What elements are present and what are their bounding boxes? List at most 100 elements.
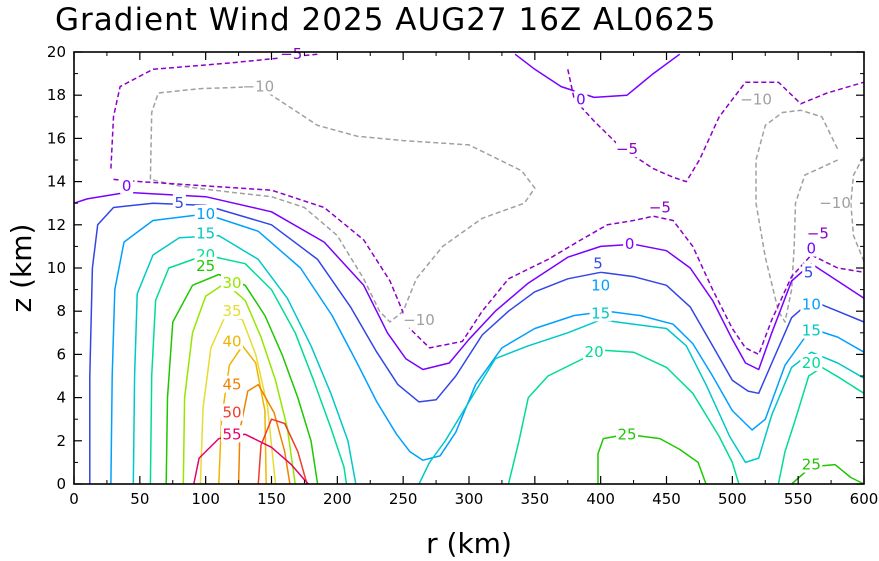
contour-line [567, 69, 865, 183]
x-tick-label: 550 [784, 490, 813, 508]
contour-line [193, 433, 309, 485]
contour-label: 5 [804, 263, 814, 281]
y-tick-label: 16 [47, 129, 66, 147]
contour-label-background [591, 254, 605, 272]
contour-label: 35 [222, 302, 241, 320]
contour-label: 50 [222, 404, 241, 422]
y-tick-label: 10 [47, 259, 66, 277]
contour-line [149, 254, 348, 485]
x-tick-label: 250 [389, 490, 418, 508]
chart-title: Gradient Wind 2025 AUG27 16Z AL0625 [55, 2, 716, 38]
x-axis-ticks: 0 50 100 150 200 250 300 350 400 450 500 550 600 [69, 52, 878, 508]
contour-label: −10 [819, 194, 851, 212]
contour-label-background [800, 295, 823, 313]
y-tick-label: 12 [47, 216, 66, 234]
contour-label: 0 [625, 235, 635, 253]
x-tick-label: 500 [718, 490, 747, 508]
contour-label: 10 [802, 296, 821, 314]
contour-label-background [221, 375, 243, 393]
contour-line [597, 433, 707, 485]
contour-label-background [194, 256, 217, 274]
contour-label: 20 [585, 343, 604, 361]
x-tick-label: 0 [69, 490, 79, 508]
contour-line [777, 366, 865, 485]
contour-label-background [819, 194, 851, 212]
contour-label-background [800, 354, 823, 372]
contour-label: −10 [403, 311, 435, 329]
contour-label-background [242, 77, 274, 95]
contour-label: 25 [617, 425, 636, 443]
contour-label-background [120, 176, 134, 194]
contour-line [755, 109, 839, 323]
contour-label: 0 [122, 177, 132, 195]
contour-lines [73, 53, 865, 485]
contour-label: −5 [616, 140, 638, 158]
x-tick-label: 300 [455, 490, 484, 508]
x-axis-label: r (km) [426, 527, 512, 560]
contour-label-background [648, 198, 671, 216]
contour-label: 15 [802, 322, 821, 340]
y-tick-label: 0 [56, 475, 66, 493]
contour-label-background [616, 140, 638, 158]
contour-line [514, 53, 681, 99]
x-tick-label: 150 [257, 490, 286, 508]
contour-label-background [221, 425, 243, 443]
contour-label: 5 [593, 255, 603, 273]
contour-label-background [221, 274, 243, 292]
contour-label: −10 [740, 91, 772, 109]
contour-label: 15 [591, 304, 610, 322]
contour-label-background [616, 425, 638, 443]
contour-label-background [280, 45, 303, 63]
contour-line [418, 319, 865, 485]
x-tick-label: 100 [191, 490, 220, 508]
contour-line [507, 349, 740, 485]
contour-label-background [221, 403, 243, 421]
x-tick-label: 450 [652, 490, 681, 508]
y-tick-label: 6 [56, 345, 66, 363]
x-tick-label: 350 [521, 490, 550, 508]
y-tick-label: 20 [47, 43, 66, 61]
contour-line [182, 282, 296, 485]
contour-label: −5 [280, 45, 302, 63]
contour-label-background [802, 263, 816, 281]
contour-label: 5 [175, 194, 185, 212]
contour-label: 20 [802, 354, 821, 372]
y-tick-label: 4 [56, 389, 66, 407]
contour-label-background [623, 235, 637, 253]
contour-label: 0 [807, 240, 817, 258]
contour-line [113, 178, 865, 356]
contour-line [149, 85, 536, 323]
y-tick-label: 14 [47, 173, 66, 191]
x-tick-label: 200 [323, 490, 352, 508]
contour-label: 10 [591, 276, 610, 294]
contour-label: 45 [222, 376, 241, 394]
contour-line [73, 191, 865, 371]
contour-line [132, 234, 357, 485]
contour-line [850, 155, 865, 262]
contour-label-background [403, 310, 435, 328]
x-tick-label: 400 [586, 490, 615, 508]
contour-label-background [804, 239, 818, 257]
y-tick-label: 8 [56, 302, 66, 320]
contour-label: −10 [243, 78, 275, 96]
contour-line [257, 418, 308, 485]
contour-label-background [172, 194, 186, 212]
contour-label: −5 [807, 224, 829, 242]
contour-label: 25 [196, 257, 215, 275]
contour-line [110, 53, 318, 169]
contour-line [165, 273, 319, 485]
contour-label: 10 [196, 205, 215, 223]
contour-label: 25 [802, 456, 821, 474]
contour-label: 15 [196, 224, 215, 242]
contour-label-background [221, 332, 243, 350]
contour-label-background [589, 304, 612, 322]
contour-label-background [574, 90, 588, 108]
contour-label-background [221, 302, 243, 320]
contour-label-background [740, 90, 772, 108]
contour-label: 55 [222, 425, 241, 443]
contour-label-background [194, 205, 217, 222]
contour-label-background [589, 276, 612, 294]
contour-label: 0 [576, 91, 586, 109]
